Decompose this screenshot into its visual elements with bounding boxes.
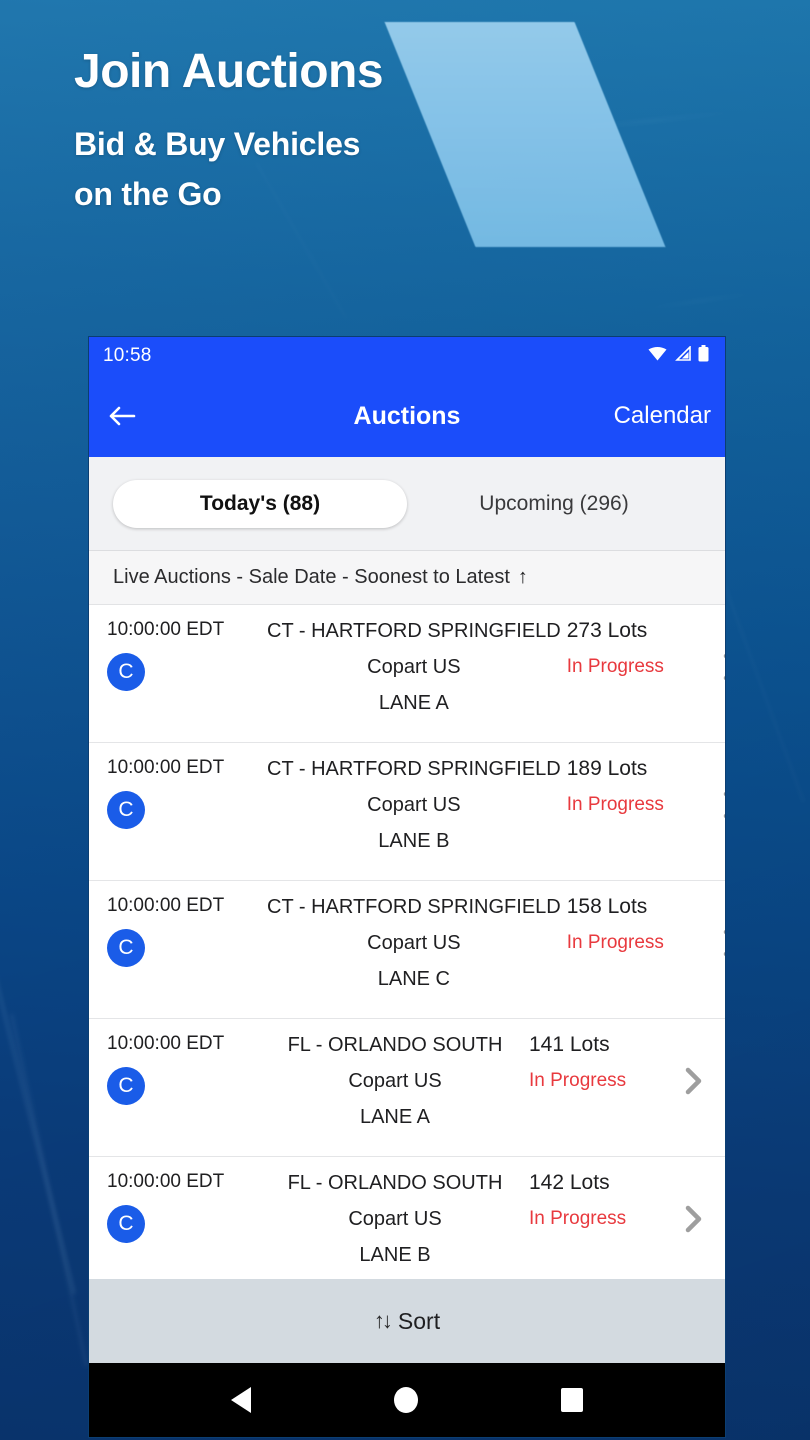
auction-time: 10:00:00 EDT bbox=[107, 619, 225, 640]
table-row[interactable]: 10:00:00 EDT C FL - ORLANDO SOUTH Copart… bbox=[89, 1019, 725, 1157]
battery-icon bbox=[698, 345, 709, 367]
app-bar: Auctions Calendar bbox=[89, 375, 725, 457]
row-left-column: 10:00:00 EDT C bbox=[107, 1171, 267, 1243]
row-right-column: 189 Lots In Progress bbox=[561, 757, 711, 816]
promo-text-block: Join Auctions Bid & Buy Vehicles on the … bbox=[74, 45, 384, 219]
avatar: C bbox=[107, 1205, 145, 1243]
chevron-right-icon[interactable] bbox=[711, 895, 725, 991]
auction-list: 10:00:00 EDT C CT - HARTFORD SPRINGFIELD… bbox=[89, 605, 725, 1279]
avatar: C bbox=[107, 791, 145, 829]
auction-organization: Copart US bbox=[367, 794, 461, 816]
auction-lot-count: 142 Lots bbox=[529, 1171, 610, 1194]
row-left-column: 10:00:00 EDT C bbox=[107, 619, 267, 691]
row-left-column: 10:00:00 EDT C bbox=[107, 895, 267, 967]
tab-bar: Today's (88) Upcoming (296) bbox=[89, 457, 725, 551]
promo-diagonal-graphic bbox=[384, 22, 666, 247]
avatar: C bbox=[107, 929, 145, 967]
promo-subtitle-line2: on the Go bbox=[74, 175, 222, 212]
status-badge: In Progress bbox=[566, 656, 664, 677]
cellular-signal-icon bbox=[674, 345, 691, 366]
water-streak-6 bbox=[640, 291, 760, 311]
sort-header-label: Live Auctions - Sale Date - Soonest to L… bbox=[113, 566, 510, 588]
nav-back-icon[interactable] bbox=[230, 1387, 251, 1413]
auction-lot-count: 141 Lots bbox=[529, 1033, 610, 1056]
auction-time: 10:00:00 EDT bbox=[107, 895, 225, 916]
table-row[interactable]: 10:00:00 EDT C CT - HARTFORD SPRINGFIELD… bbox=[89, 881, 725, 1019]
auction-venue: FL - ORLANDO SOUTH bbox=[287, 1172, 503, 1194]
auction-organization: Copart US bbox=[348, 1070, 442, 1092]
wifi-icon bbox=[648, 346, 667, 366]
row-left-column: 10:00:00 EDT C bbox=[107, 757, 267, 829]
auction-lane: LANE A bbox=[378, 692, 449, 714]
status-badge: In Progress bbox=[566, 794, 664, 815]
auction-venue: CT - HARTFORD SPRINGFIELD bbox=[267, 758, 561, 780]
sort-button[interactable]: ↑↓ Sort bbox=[89, 1279, 725, 1363]
auction-lane: LANE B bbox=[378, 830, 450, 852]
water-streak-3 bbox=[717, 567, 805, 803]
chevron-right-icon[interactable] bbox=[711, 619, 725, 715]
status-bar-icons bbox=[648, 345, 709, 367]
status-badge: In Progress bbox=[529, 1070, 627, 1091]
auction-lot-count: 273 Lots bbox=[566, 619, 648, 642]
auction-lot-count: 189 Lots bbox=[566, 757, 648, 780]
row-left-column: 10:00:00 EDT C bbox=[107, 1033, 267, 1105]
sort-ascending-arrow-icon: ↑ bbox=[517, 566, 528, 588]
table-row[interactable]: 10:00:00 EDT C CT - HARTFORD SPRINGFIELD… bbox=[89, 743, 725, 881]
row-right-column: 273 Lots In Progress bbox=[561, 619, 711, 678]
status-badge: In Progress bbox=[566, 932, 664, 953]
chevron-right-icon[interactable] bbox=[673, 1171, 715, 1267]
auction-organization: Copart US bbox=[367, 656, 461, 678]
tab-upcoming[interactable]: Upcoming (296) bbox=[479, 491, 629, 515]
auction-time: 10:00:00 EDT bbox=[107, 1171, 225, 1192]
promo-subtitle: Bid & Buy Vehicles on the Go bbox=[74, 120, 383, 219]
auction-time: 10:00:00 EDT bbox=[107, 1033, 225, 1054]
row-middle-column: CT - HARTFORD SPRINGFIELD Copart US LANE… bbox=[267, 757, 561, 853]
row-middle-column: FL - ORLANDO SOUTH Copart US LANE B bbox=[267, 1171, 523, 1267]
promo-subtitle-line1: Bid & Buy Vehicles bbox=[74, 126, 361, 162]
auction-organization: Copart US bbox=[348, 1208, 442, 1230]
row-right-column: 142 Lots In Progress bbox=[523, 1171, 673, 1230]
back-arrow-icon[interactable] bbox=[105, 399, 139, 433]
row-right-column: 158 Lots In Progress bbox=[561, 895, 711, 954]
auction-lane: LANE C bbox=[377, 968, 450, 990]
status-badge: In Progress bbox=[529, 1208, 627, 1229]
avatar: C bbox=[107, 653, 145, 691]
auction-venue: FL - ORLANDO SOUTH bbox=[287, 1034, 503, 1056]
auction-time: 10:00:00 EDT bbox=[107, 757, 225, 778]
sort-button-label: Sort bbox=[397, 1307, 441, 1334]
status-bar: 10:58 bbox=[89, 337, 725, 375]
row-middle-column: CT - HARTFORD SPRINGFIELD Copart US LANE… bbox=[267, 619, 561, 715]
android-nav-bar bbox=[89, 1363, 725, 1437]
auction-venue: CT - HARTFORD SPRINGFIELD bbox=[267, 896, 561, 918]
row-right-column: 141 Lots In Progress bbox=[523, 1033, 673, 1092]
auction-venue: CT - HARTFORD SPRINGFIELD bbox=[267, 620, 561, 642]
auction-lot-count: 158 Lots bbox=[566, 895, 648, 918]
table-row[interactable]: 10:00:00 EDT C CT - HARTFORD SPRINGFIELD… bbox=[89, 605, 725, 743]
nav-recents-icon[interactable] bbox=[561, 1388, 584, 1412]
status-bar-time: 10:58 bbox=[103, 345, 152, 366]
auction-lane: LANE B bbox=[359, 1244, 431, 1266]
sort-updown-icon: ↑↓ bbox=[373, 1308, 393, 1333]
avatar: C bbox=[107, 1067, 145, 1105]
water-streak-1 bbox=[0, 885, 76, 1295]
nav-home-icon[interactable] bbox=[393, 1387, 418, 1413]
auction-lane: LANE A bbox=[359, 1106, 431, 1128]
water-streak-2 bbox=[10, 1013, 88, 1367]
promo-title: Join Auctions bbox=[74, 45, 384, 98]
row-middle-column: CT - HARTFORD SPRINGFIELD Copart US LANE… bbox=[267, 895, 561, 991]
calendar-button[interactable]: Calendar bbox=[613, 402, 711, 429]
phone-screenshot: 10:58 bbox=[88, 336, 726, 1438]
chevron-right-icon[interactable] bbox=[711, 757, 725, 853]
row-middle-column: FL - ORLANDO SOUTH Copart US LANE A bbox=[267, 1033, 523, 1129]
tab-todays[interactable]: Today's (88) bbox=[113, 479, 407, 528]
auction-organization: Copart US bbox=[367, 932, 461, 954]
sort-header[interactable]: Live Auctions - Sale Date - Soonest to L… bbox=[89, 551, 725, 605]
chevron-right-icon[interactable] bbox=[673, 1033, 715, 1129]
table-row[interactable]: 10:00:00 EDT C FL - ORLANDO SOUTH Copart… bbox=[89, 1157, 725, 1279]
